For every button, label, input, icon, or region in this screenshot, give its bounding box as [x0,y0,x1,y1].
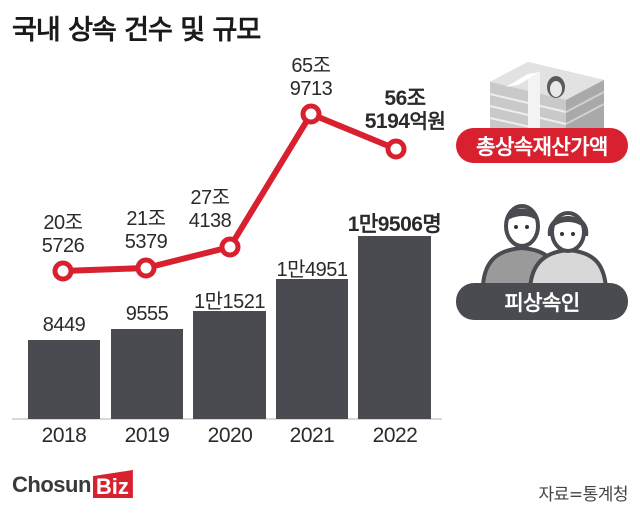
logo-accent-text: Biz [92,470,133,498]
bar-2020 [193,311,266,419]
x-tick-2018: 2018 [41,424,87,447]
bar-label-2018: 8449 [42,314,86,336]
line-label-2020-bottom: 4138 [188,210,232,232]
bar-2018 [28,340,100,419]
line-label-2020-top: 27조 [190,187,230,209]
x-tick-2021: 2021 [289,424,335,447]
line-point-2019 [135,257,157,279]
line-label-2021-bottom: 9713 [289,78,333,100]
line-label-2018: 20조 5726 [33,212,93,258]
line-label-2022-unit: 억원 [409,111,446,133]
bar-2019 [111,329,183,419]
x-tick-2022: 2022 [372,424,418,447]
legend-line-series: 총상속재산가액 [456,128,628,163]
people-icon [480,204,609,290]
money-stack-icon [489,62,605,136]
chosunbiz-logo: Chosun Biz [12,470,133,498]
x-tick-2019: 2019 [124,424,170,447]
bar-label-2022: 1만9506명 [347,213,442,236]
source-note: 자료=통계청 [538,485,629,505]
line-point-2020 [219,236,241,258]
bar-2022 [358,236,431,419]
legend-bar-series: 피상속인 [456,283,628,320]
bar-2021 [276,279,348,419]
line-label-2019-top: 21조 [126,208,166,230]
line-label-2019: 21조 5379 [116,208,176,254]
x-tick-2020: 2020 [207,424,253,447]
line-label-2022: 56조 5194억원 [350,87,460,134]
line-point-2018 [52,260,74,282]
chart-title: 국내 상속 건수 및 규모 [12,15,261,46]
bar-label-2019: 9555 [125,303,169,325]
line-point-2021 [300,103,322,125]
line-label-2018-top: 20조 [43,212,83,234]
line-label-2022-top: 56조 [384,87,426,110]
line-label-2021: 65조 9713 [280,55,342,101]
line-point-2022 [385,138,407,160]
logo-main-text: Chosun [12,472,91,497]
line-label-2020: 27조 4138 [180,187,240,233]
bar-label-2021: 1만4951 [276,259,348,281]
line-label-2022-bottom: 5194억원 [350,110,460,134]
bar-label-2020: 1만1521 [193,291,266,313]
line-label-2021-top: 65조 [291,55,331,77]
line-label-2022-value: 5194 [364,110,410,133]
line-label-2019-bottom: 5379 [124,231,168,253]
line-label-2018-bottom: 5726 [41,235,85,257]
